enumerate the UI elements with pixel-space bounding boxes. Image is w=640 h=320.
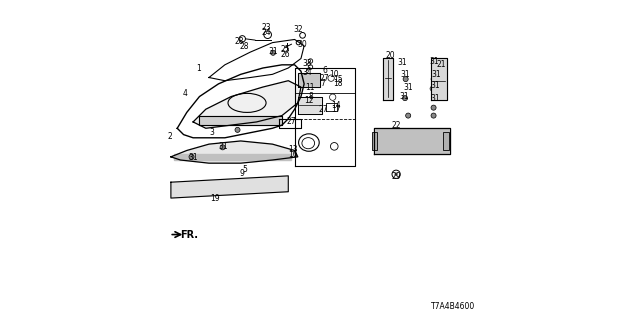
Circle shape [189, 154, 194, 159]
Text: 31: 31 [219, 142, 228, 151]
Circle shape [394, 172, 398, 176]
Text: 16: 16 [288, 150, 298, 159]
Circle shape [403, 76, 408, 82]
Circle shape [271, 50, 276, 55]
Text: 32: 32 [294, 25, 303, 34]
Circle shape [431, 113, 436, 118]
Text: 8: 8 [308, 92, 314, 101]
Circle shape [220, 145, 225, 150]
Polygon shape [376, 129, 449, 153]
Text: 33: 33 [303, 60, 312, 68]
Text: 27: 27 [287, 117, 296, 126]
Text: 21: 21 [436, 60, 446, 69]
Circle shape [431, 76, 436, 82]
Text: 31: 31 [429, 57, 439, 66]
Text: 9: 9 [240, 170, 244, 179]
Text: 31: 31 [400, 70, 410, 79]
Polygon shape [383, 59, 393, 100]
Text: 34: 34 [303, 68, 312, 77]
Text: 27: 27 [319, 105, 328, 114]
Text: 1: 1 [196, 64, 201, 73]
Text: 31: 31 [430, 81, 440, 90]
Text: 23: 23 [261, 23, 271, 32]
Text: 30: 30 [298, 40, 307, 49]
Text: 28: 28 [234, 36, 244, 45]
Text: 22: 22 [392, 121, 401, 130]
Text: 17: 17 [332, 105, 341, 114]
Text: T7A4B4600: T7A4B4600 [431, 302, 476, 311]
Text: 7: 7 [321, 79, 326, 88]
Text: 3: 3 [209, 128, 214, 137]
Text: 19: 19 [211, 194, 220, 203]
Text: 12: 12 [304, 97, 314, 106]
Text: 5: 5 [242, 165, 247, 174]
Text: 28: 28 [239, 42, 249, 51]
Text: 10: 10 [329, 70, 339, 79]
Text: 13: 13 [288, 145, 298, 154]
Bar [372, 132, 378, 150]
Text: FR.: FR. [180, 229, 198, 240]
Text: 18: 18 [333, 79, 342, 88]
Text: 2: 2 [168, 132, 173, 141]
Text: 31: 31 [431, 70, 440, 79]
Text: 26: 26 [281, 50, 291, 59]
Text: 29: 29 [392, 172, 401, 181]
Text: 27: 27 [319, 74, 329, 83]
Circle shape [235, 127, 240, 132]
Polygon shape [298, 73, 320, 87]
Polygon shape [171, 176, 288, 198]
Text: 24: 24 [261, 28, 271, 37]
Circle shape [406, 113, 411, 118]
Text: 31: 31 [269, 47, 278, 56]
Text: 14: 14 [332, 101, 341, 110]
Text: 31: 31 [403, 83, 413, 92]
Text: 31: 31 [397, 58, 406, 67]
Circle shape [430, 86, 435, 91]
Text: 15: 15 [333, 75, 342, 84]
Bar [443, 132, 449, 150]
Polygon shape [298, 97, 321, 114]
Text: 31: 31 [399, 92, 409, 101]
Text: 31: 31 [188, 153, 198, 162]
Text: 31: 31 [430, 94, 440, 103]
Circle shape [431, 105, 436, 110]
Text: 6: 6 [323, 66, 327, 75]
Polygon shape [200, 116, 282, 125]
Text: 11: 11 [305, 83, 315, 92]
Text: 4: 4 [183, 89, 188, 98]
Text: 20: 20 [386, 51, 396, 60]
Polygon shape [431, 59, 447, 100]
Polygon shape [174, 154, 291, 160]
Text: 25: 25 [281, 45, 291, 54]
Circle shape [403, 96, 408, 101]
Polygon shape [171, 141, 298, 163]
Polygon shape [374, 128, 450, 154]
Polygon shape [193, 81, 301, 128]
